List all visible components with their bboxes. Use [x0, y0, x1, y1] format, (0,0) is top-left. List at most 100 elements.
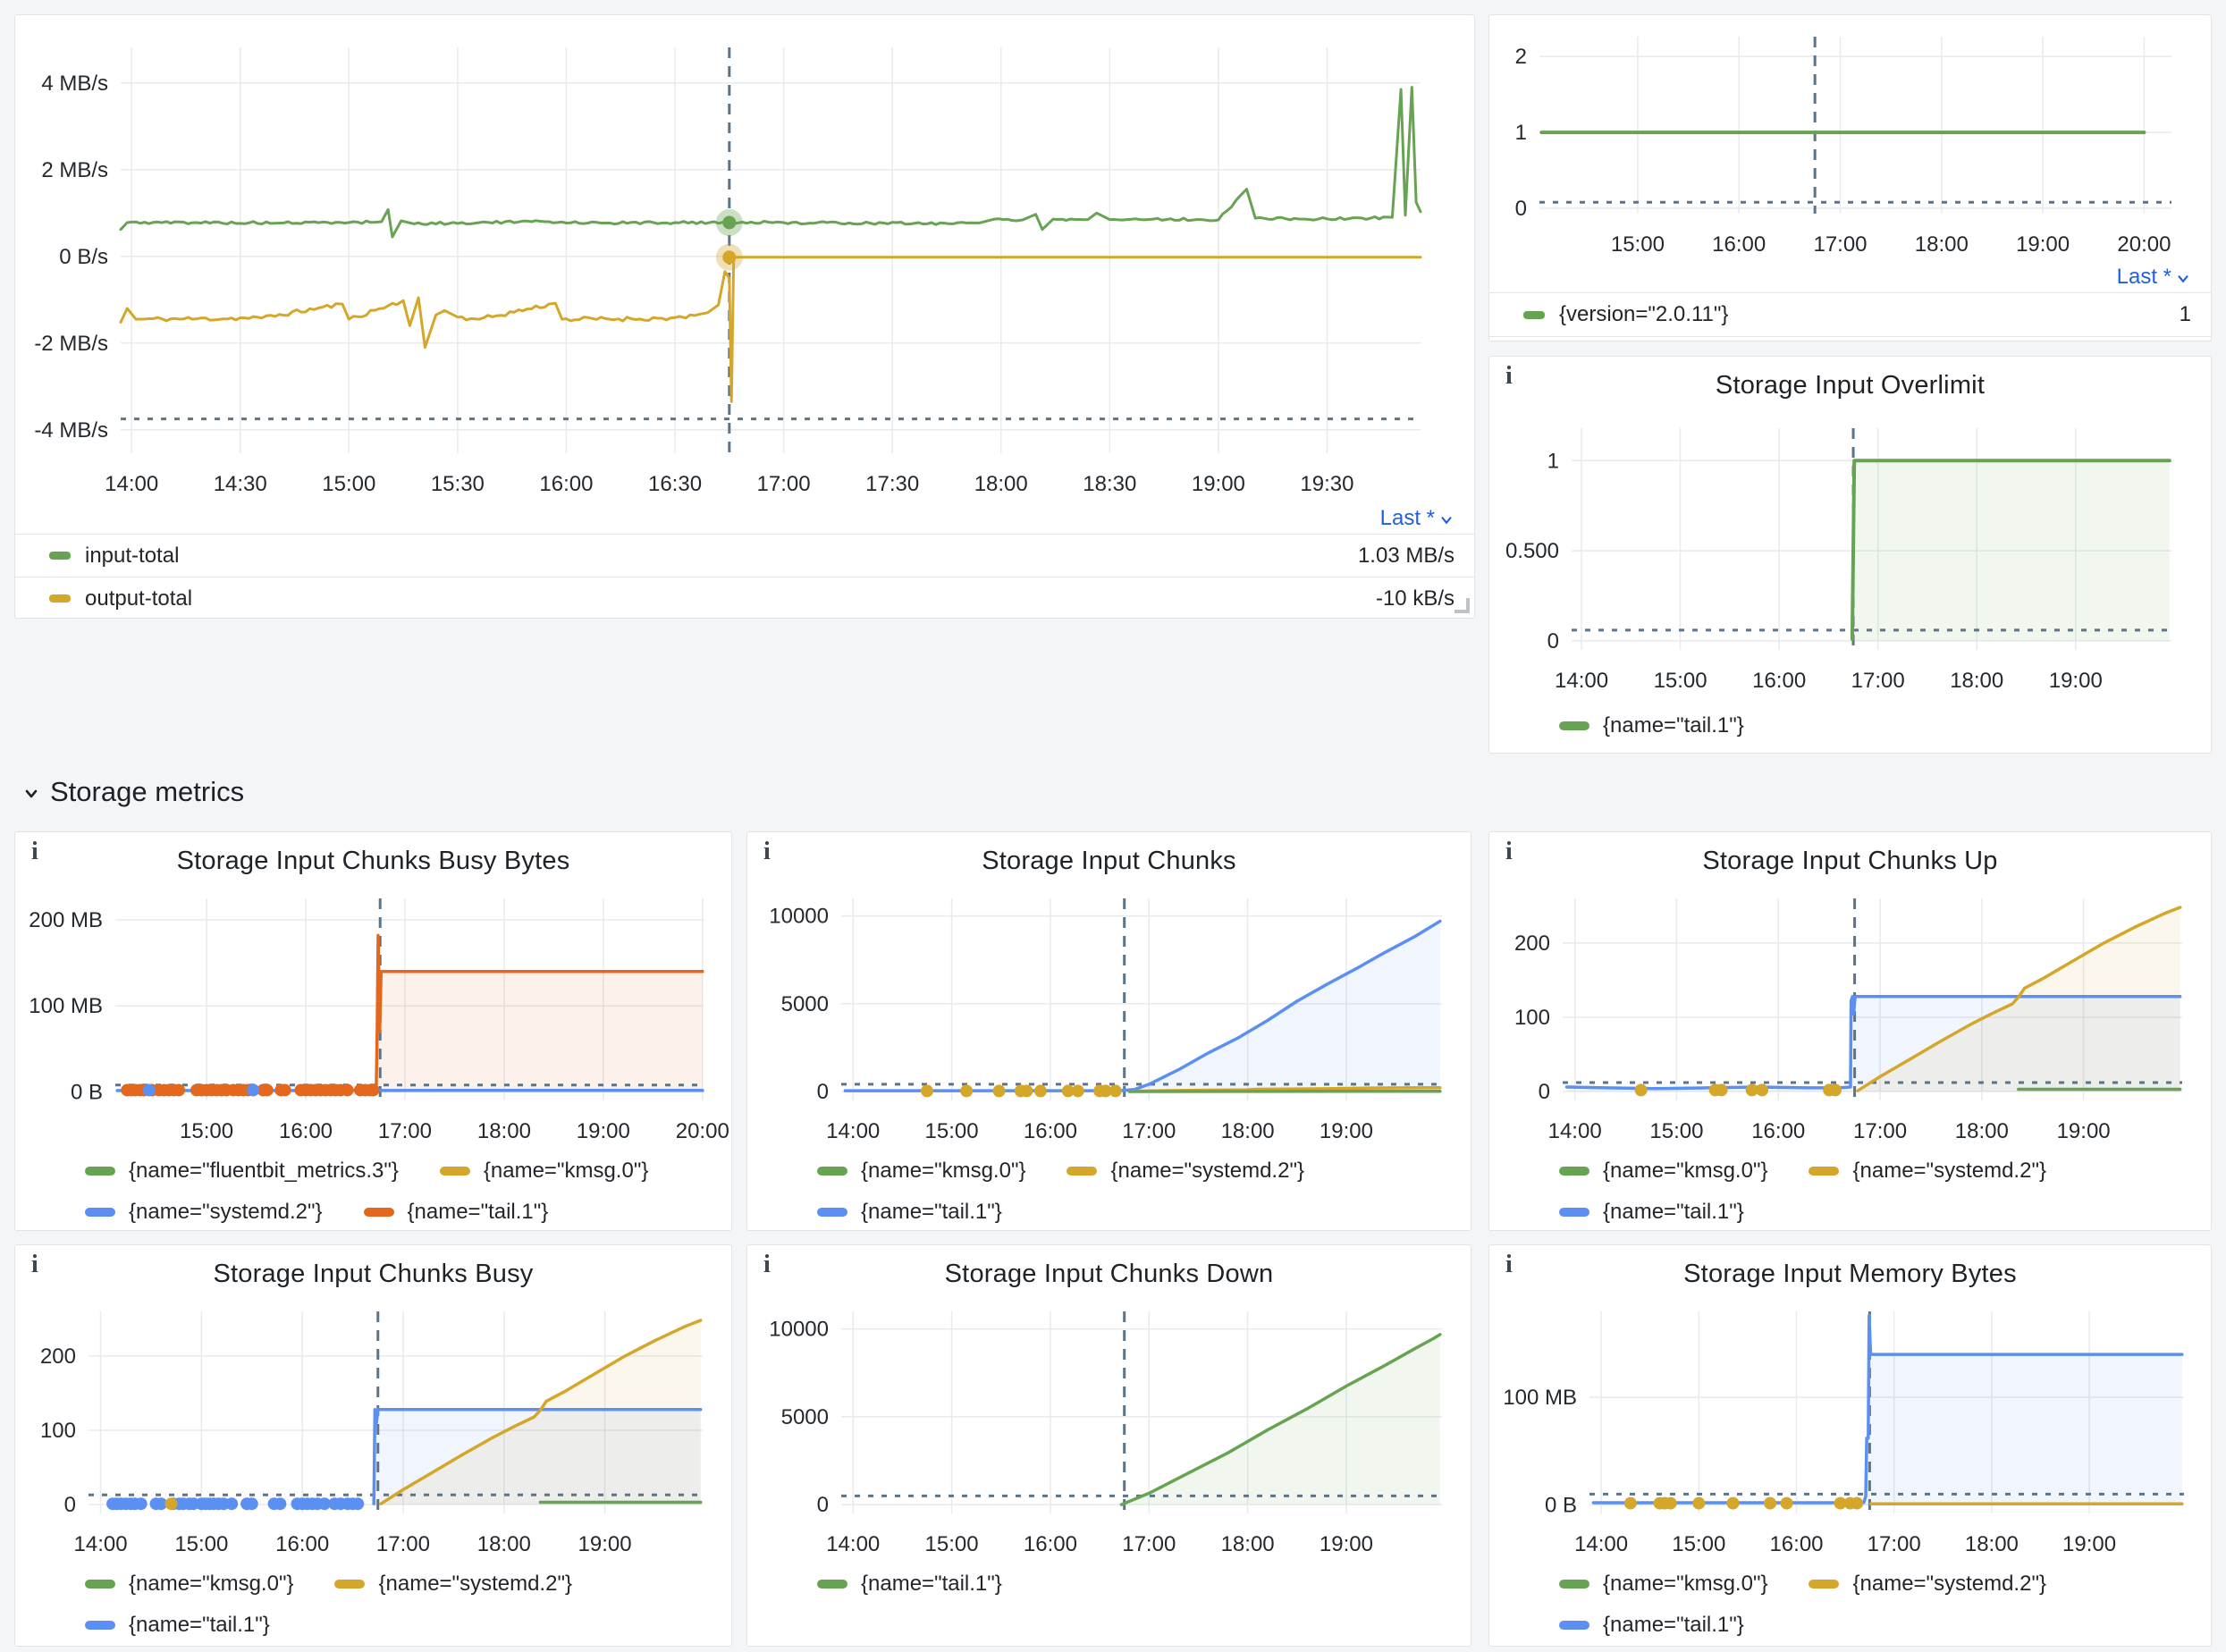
legend-item[interactable]: {name="tail.1"} [1559, 1608, 1744, 1642]
legend-item[interactable]: {name="systemd.2"} [1809, 1567, 2046, 1601]
svg-text:19:00: 19:00 [577, 1119, 630, 1143]
memory-bytes-legend: {name="kmsg.0"} {name="systemd.2"} {name="… [1489, 1564, 2167, 1642]
svg-text:20:00: 20:00 [676, 1119, 729, 1143]
info-icon[interactable]: i [1505, 362, 1513, 390]
info-icon[interactable]: i [763, 1251, 771, 1278]
svg-text:16:00: 16:00 [1751, 1119, 1805, 1143]
svg-text:18:00: 18:00 [1955, 1119, 2009, 1143]
legend-item[interactable]: {name="kmsg.0"} [85, 1567, 293, 1601]
legend-label: {name="tail.1"} [1603, 713, 1744, 738]
svg-text:14:00: 14:00 [1548, 1119, 1602, 1143]
svg-text:17:00: 17:00 [1813, 232, 1867, 257]
busy-bytes-chart-plot[interactable]: 15:00 16:00 17:00 18:00 19:00 20:00 200 MB 100 … [15, 882, 731, 1150]
svg-text:0: 0 [64, 1493, 76, 1517]
svg-text:15:00: 15:00 [174, 1532, 228, 1556]
legend-item[interactable]: {name="tail.1"} [817, 1567, 1002, 1601]
section-storage-metrics[interactable]: Storage metrics [14, 771, 244, 813]
chunks-legend: {name="kmsg.0"} {name="systemd.2"} {name="… [747, 1150, 1425, 1229]
svg-text:16:00: 16:00 [1769, 1532, 1823, 1556]
svg-text:16:00: 16:00 [1752, 669, 1806, 693]
legend-value: 1 [2179, 302, 2191, 326]
legend-row[interactable]: input-total 1.03 MB/s [15, 534, 1474, 577]
legend-item[interactable]: {name="systemd.2"} [85, 1195, 323, 1229]
svg-text:15:00: 15:00 [1672, 1532, 1725, 1556]
svg-text:16:00: 16:00 [539, 472, 593, 496]
panel-version: 15:00 16:00 17:00 18:00 19:00 20:00 2 1 0 Last *… [1488, 14, 2212, 341]
legend-calc-link[interactable]: Last * [1489, 262, 2211, 292]
info-icon[interactable]: i [763, 838, 771, 865]
legend-item[interactable]: {name="tail.1"} [1559, 1195, 1744, 1229]
svg-text:5000: 5000 [781, 992, 829, 1016]
legend-swatch [817, 1167, 847, 1176]
legend-item[interactable]: {name="kmsg.0"} [817, 1154, 1025, 1188]
info-icon[interactable]: i [1505, 838, 1513, 865]
legend-swatch [49, 552, 71, 560]
svg-text:20:00: 20:00 [2117, 232, 2171, 257]
legend-item[interactable]: {name="tail.1"} [363, 1195, 548, 1229]
svg-text:17:00: 17:00 [1122, 1532, 1176, 1556]
legend-label: {name="systemd.2"} [1110, 1159, 1304, 1183]
info-icon[interactable]: i [1505, 1251, 1513, 1278]
svg-text:18:00: 18:00 [477, 1532, 531, 1556]
legend-label: {name="kmsg.0"} [1603, 1159, 1768, 1183]
legend-item[interactable]: {name="fluentbit_metrics.3"} [85, 1154, 399, 1188]
legend-swatch [49, 594, 71, 603]
legend-swatch [1809, 1167, 1840, 1176]
legend-item[interactable]: {name="kmsg.0"} [1559, 1567, 1767, 1601]
legend-item[interactable]: {name="systemd.2"} [334, 1567, 572, 1601]
memory-bytes-chart-plot[interactable]: 14:00 15:00 16:00 17:00 18:00 19:00 100 MB 0 B [1489, 1295, 2211, 1564]
svg-text:15:00: 15:00 [925, 1532, 979, 1556]
svg-text:17:00: 17:00 [378, 1119, 432, 1143]
chunks-busy-legend: {name="kmsg.0"} {name="systemd.2"} {name="… [15, 1564, 693, 1642]
legend-row[interactable]: {version="2.0.11"} 1 [1489, 292, 2211, 337]
legend-calc-link[interactable]: Last * [15, 503, 1474, 534]
io-chart-plot[interactable]: 14:00 14:30 15:00 15:30 16:00 16:30 17:00 17:30… [15, 15, 1474, 503]
svg-text:10000: 10000 [769, 1318, 829, 1342]
svg-text:100 MB: 100 MB [1503, 1386, 1577, 1410]
version-chart-plot[interactable]: 15:00 16:00 17:00 18:00 19:00 20:00 2 1 0 [1489, 15, 2211, 262]
legend-value: -10 kB/s [1375, 586, 1454, 611]
svg-text:19:00: 19:00 [2062, 1532, 2116, 1556]
svg-text:4 MB/s: 4 MB/s [41, 72, 108, 96]
chunks-chart-plot[interactable]: 14:00 15:00 16:00 17:00 18:00 19:00 10000 5000 0 [747, 882, 1471, 1150]
chunks-up-legend: {name="kmsg.0"} {name="systemd.2"} {name="… [1489, 1150, 2167, 1229]
svg-text:15:00: 15:00 [1654, 669, 1707, 693]
legend-swatch [334, 1580, 366, 1589]
legend-item[interactable]: {name="kmsg.0"} [439, 1154, 648, 1188]
legend-label: {version="2.0.11"} [1559, 302, 1729, 326]
chunks-busy-chart-plot[interactable]: 14:00 15:00 16:00 17:00 18:00 19:00 200 100 0 [15, 1295, 731, 1564]
busy-bytes-legend: {name="fluentbit_metrics.3"} {name="kmsg.… [15, 1150, 693, 1229]
svg-text:19:00: 19:00 [1192, 472, 1245, 496]
svg-text:18:00: 18:00 [477, 1119, 531, 1143]
legend-item[interactable]: {name="tail.1"} [85, 1608, 270, 1642]
svg-text:14:00: 14:00 [826, 1119, 880, 1143]
svg-text:19:00: 19:00 [2057, 1119, 2111, 1143]
legend-row[interactable]: output-total -10 kB/s [15, 577, 1474, 618]
svg-text:14:00: 14:00 [826, 1532, 880, 1556]
overlimit-chart-plot[interactable]: 14:00 15:00 16:00 17:00 18:00 19:00 1 0.500 0 [1489, 410, 2211, 705]
svg-text:16:00: 16:00 [279, 1119, 333, 1143]
legend-swatch [85, 1208, 115, 1217]
svg-text:2: 2 [1515, 45, 1527, 69]
chevron-down-icon [2178, 275, 2188, 283]
info-icon[interactable]: i [31, 1251, 38, 1278]
chunks-down-chart-plot[interactable]: 14:00 15:00 16:00 17:00 18:00 19:00 10000 5000 0 [747, 1295, 1471, 1564]
panel-title: Storage Input Chunks Up [1702, 847, 1998, 875]
legend-item[interactable]: {name="systemd.2"} [1067, 1154, 1304, 1188]
legend-item[interactable]: {name="tail.1"} [1559, 709, 1744, 743]
svg-text:17:00: 17:00 [1868, 1532, 1921, 1556]
legend-item[interactable]: {name="kmsg.0"} [1559, 1154, 1767, 1188]
svg-text:16:00: 16:00 [1024, 1119, 1077, 1143]
panel-storage-input-chunks-down: i Storage Input Chunks Down 14:00 15:00 16… [746, 1244, 1471, 1647]
legend-swatch [1559, 1580, 1589, 1589]
svg-text:10000: 10000 [769, 905, 829, 929]
chevron-down-icon [25, 789, 38, 798]
chunks-up-chart-plot[interactable]: 14:00 15:00 16:00 17:00 18:00 19:00 200 100 0 [1489, 882, 2211, 1150]
legend-item[interactable]: {name="tail.1"} [817, 1195, 1002, 1229]
legend-item[interactable]: {name="systemd.2"} [1809, 1154, 2046, 1188]
panel-title: Storage Input Chunks Busy [213, 1260, 534, 1288]
legend-swatch [1809, 1580, 1840, 1589]
panel-resize-handle[interactable] [1454, 598, 1470, 613]
info-icon[interactable]: i [31, 838, 38, 865]
